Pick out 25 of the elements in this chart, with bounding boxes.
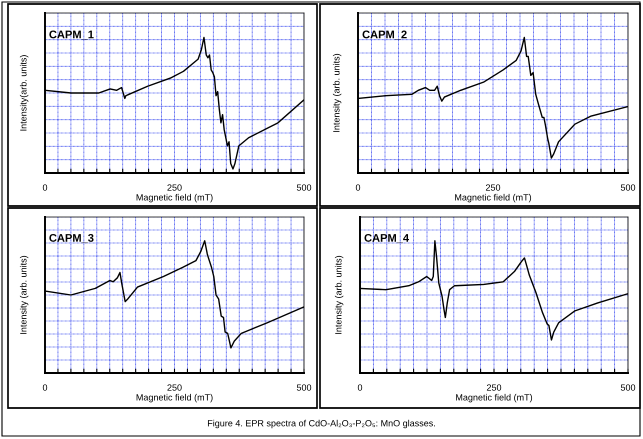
x-tick-label: 500 <box>296 384 312 391</box>
x-axis-title: Magnetic field (mT) <box>136 194 213 202</box>
x-tick-label: 500 <box>620 184 636 191</box>
chart-title: CAPM_4 <box>364 234 410 244</box>
caption: Figure 4. EPR spectra of CdO-Al₂O₃-P₂O₅: MnO glasses. <box>208 420 435 428</box>
y-axis-title: Intensity(arb. units) <box>20 55 28 131</box>
x-axis-title: Magnetic field (mT) <box>456 394 532 402</box>
x-axis-title: Magnetic field (mT) <box>136 394 213 402</box>
x-tick-label: 0 <box>358 384 362 391</box>
x-tick-label: 250 <box>167 184 182 191</box>
y-axis-title: Intensity (arb. units) <box>332 54 342 132</box>
x-tick-label: 0 <box>42 384 48 391</box>
y-axis-title: Intensity (arb. units) <box>334 256 344 334</box>
x-tick-label: 250 <box>167 384 182 391</box>
chart-title: CAPM_1 <box>49 30 94 40</box>
x-tick-label: 500 <box>296 184 312 191</box>
x-tick-label: 0 <box>356 184 360 191</box>
x-axis-title: Magnetic field (mT) <box>455 194 532 202</box>
x-tick-label: 250 <box>486 384 502 391</box>
chart-title: CAPM_2 <box>362 30 407 40</box>
chart-title: CAPM_3 <box>49 234 94 244</box>
y-axis-title: Intensity (arb. units) <box>20 256 28 334</box>
x-tick-label: 250 <box>486 184 500 191</box>
x-tick-label: 0 <box>42 184 48 191</box>
x-tick-label: 500 <box>620 384 636 391</box>
